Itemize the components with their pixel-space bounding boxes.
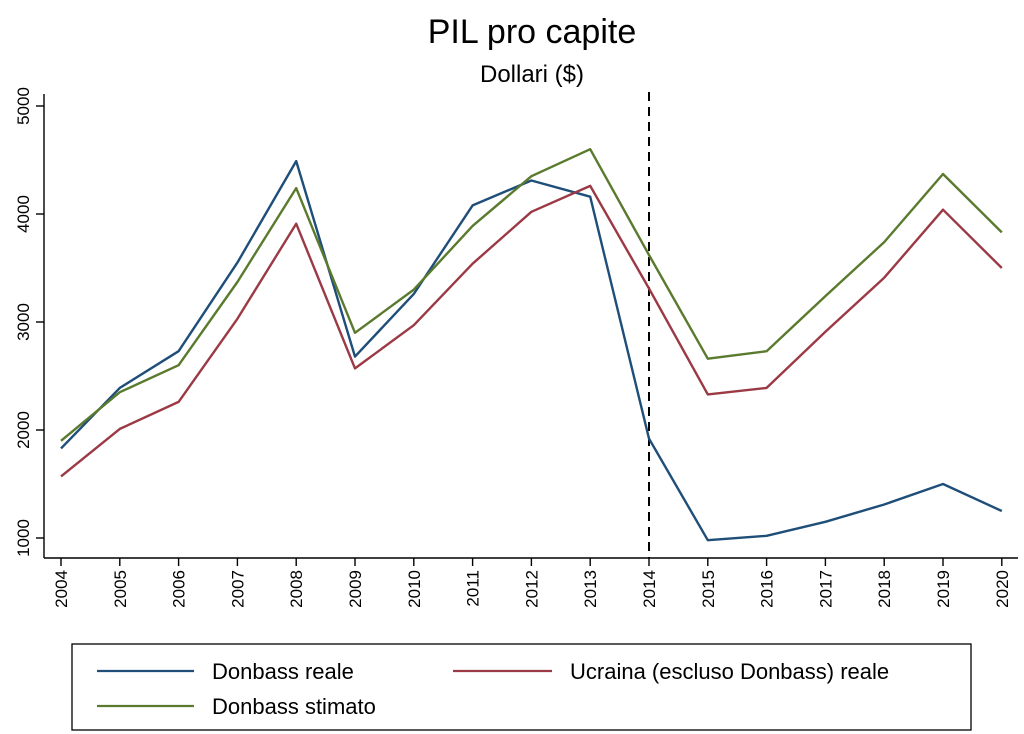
x-tick-label-2020: 2020 [993, 570, 1012, 608]
x-tick-label-2009: 2009 [346, 570, 365, 608]
legend-box [71, 643, 972, 731]
series-line-donbass-reale [60, 159, 1003, 542]
x-tick-label-2012: 2012 [522, 570, 541, 608]
x-tick-label-2015: 2015 [699, 570, 718, 608]
x-tick-label-2004: 2004 [52, 570, 71, 608]
x-tick-label-2005: 2005 [111, 570, 130, 608]
x-tick-label-2011: 2011 [464, 570, 483, 607]
y-ticks: 1000 2000 3000 4000 5000 [14, 87, 44, 557]
chart-subtitle: Dollari ($) [480, 61, 584, 88]
y-tick-label-3000: 3000 [14, 303, 33, 341]
legend-label-donbass-stimato: Donbass stimato [212, 694, 376, 719]
y-tick-label-4000: 4000 [14, 195, 33, 233]
y-tick-label-1000: 1000 [14, 519, 33, 557]
x-tick-label-2006: 2006 [170, 570, 189, 608]
series-line-ucraina-escluso-donbass-reale [60, 184, 1003, 478]
x-tick-label-2013: 2013 [581, 570, 600, 608]
x-tick-label-2014: 2014 [640, 570, 659, 608]
x-tick-label-2017: 2017 [816, 570, 835, 608]
legend-label-ucraina-reale: Ucraina (escluso Donbass) reale [570, 659, 889, 684]
x-tick-label-2007: 2007 [228, 570, 247, 608]
y-tick-label-2000: 2000 [14, 411, 33, 449]
x-tick-label-2019: 2019 [934, 570, 953, 608]
x-ticks: 2004 2005 2006 2007 2008 2009 2010 2011 2012 2013… [52, 558, 1012, 608]
legend-label-donbass-reale: Donbass reale [212, 659, 354, 684]
x-tick-label-2010: 2010 [405, 570, 424, 608]
legend: Donbass reale Ucraina (escluso Donbass) … [71, 643, 972, 731]
series-lines [60, 147, 1003, 542]
axes [43, 94, 1018, 559]
y-tick-label-5000: 5000 [14, 87, 33, 125]
series-line-donbass-stimato [60, 147, 1003, 442]
chart-title: PIL pro capite [428, 13, 637, 51]
x-tick-label-2018: 2018 [875, 570, 894, 608]
x-tick-label-2008: 2008 [287, 570, 306, 608]
x-tick-label-2016: 2016 [758, 570, 777, 608]
